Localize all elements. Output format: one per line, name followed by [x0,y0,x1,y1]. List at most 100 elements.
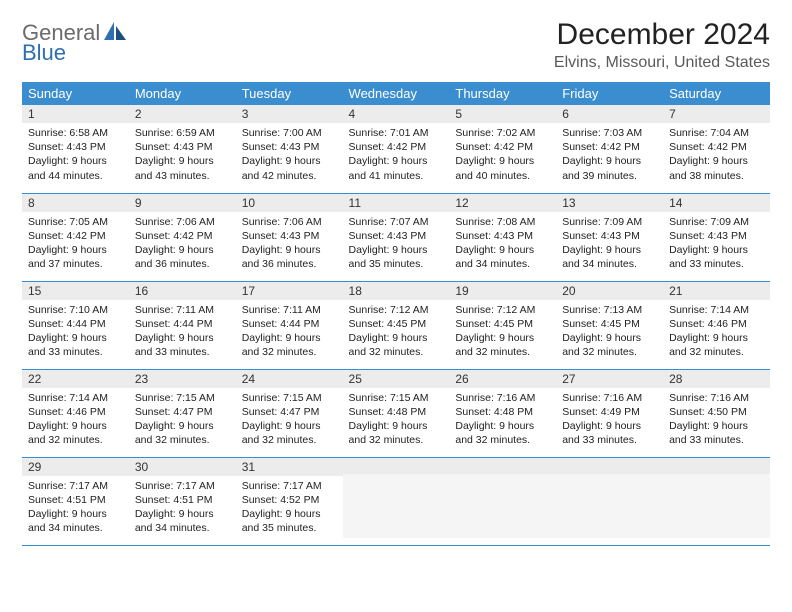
day-line-d1: Daylight: 9 hours [669,154,764,168]
calendar-cell [663,457,770,545]
day-line-d2: and 35 minutes. [349,257,444,271]
day-number: 17 [236,282,343,300]
day-number: 15 [22,282,129,300]
day-number: 12 [449,194,556,212]
day-body: Sunrise: 6:59 AMSunset: 4:43 PMDaylight:… [129,123,236,187]
day-line-sr: Sunrise: 7:00 AM [242,126,337,140]
day-number [663,458,770,474]
day-line-d2: and 32 minutes. [455,345,550,359]
day-header: Tuesday [236,82,343,105]
day-line-d2: and 34 minutes. [28,521,123,535]
day-line-d1: Daylight: 9 hours [28,331,123,345]
day-line-sr: Sunrise: 7:03 AM [562,126,657,140]
day-line-sr: Sunrise: 7:07 AM [349,215,444,229]
day-body: Sunrise: 7:17 AMSunset: 4:51 PMDaylight:… [129,476,236,540]
day-line-d1: Daylight: 9 hours [562,331,657,345]
calendar-cell: 22Sunrise: 7:14 AMSunset: 4:46 PMDayligh… [22,369,129,457]
day-body: Sunrise: 7:09 AMSunset: 4:43 PMDaylight:… [556,212,663,276]
day-body: Sunrise: 7:17 AMSunset: 4:52 PMDaylight:… [236,476,343,540]
day-line-d2: and 33 minutes. [669,257,764,271]
day-line-d1: Daylight: 9 hours [28,154,123,168]
day-number: 1 [22,105,129,123]
day-line-sr: Sunrise: 7:02 AM [455,126,550,140]
day-number [556,458,663,474]
day-number: 13 [556,194,663,212]
day-line-sr: Sunrise: 7:14 AM [669,303,764,317]
day-body: Sunrise: 6:58 AMSunset: 4:43 PMDaylight:… [22,123,129,187]
day-body: Sunrise: 7:04 AMSunset: 4:42 PMDaylight:… [663,123,770,187]
day-line-sr: Sunrise: 7:17 AM [135,479,230,493]
day-line-d2: and 33 minutes. [669,433,764,447]
day-body: Sunrise: 7:11 AMSunset: 4:44 PMDaylight:… [236,300,343,364]
day-line-d2: and 40 minutes. [455,169,550,183]
day-line-d1: Daylight: 9 hours [135,154,230,168]
day-line-d2: and 33 minutes. [135,345,230,359]
day-line-ss: Sunset: 4:49 PM [562,405,657,419]
calendar-cell: 30Sunrise: 7:17 AMSunset: 4:51 PMDayligh… [129,457,236,545]
day-body: Sunrise: 7:15 AMSunset: 4:48 PMDaylight:… [343,388,450,452]
day-body: Sunrise: 7:06 AMSunset: 4:42 PMDaylight:… [129,212,236,276]
day-number [343,458,450,474]
day-number: 29 [22,458,129,476]
calendar-week: 15Sunrise: 7:10 AMSunset: 4:44 PMDayligh… [22,281,770,369]
day-line-ss: Sunset: 4:51 PM [28,493,123,507]
day-line-sr: Sunrise: 7:15 AM [135,391,230,405]
day-line-ss: Sunset: 4:48 PM [455,405,550,419]
day-line-ss: Sunset: 4:42 PM [669,140,764,154]
calendar-cell: 4Sunrise: 7:01 AMSunset: 4:42 PMDaylight… [343,105,450,193]
day-line-d1: Daylight: 9 hours [349,154,444,168]
day-number: 5 [449,105,556,123]
calendar-cell: 24Sunrise: 7:15 AMSunset: 4:47 PMDayligh… [236,369,343,457]
day-body [449,474,556,538]
day-header: Thursday [449,82,556,105]
calendar-cell: 11Sunrise: 7:07 AMSunset: 4:43 PMDayligh… [343,193,450,281]
day-body: Sunrise: 7:13 AMSunset: 4:45 PMDaylight:… [556,300,663,364]
day-number: 19 [449,282,556,300]
day-line-d1: Daylight: 9 hours [242,154,337,168]
calendar-cell: 5 Sunrise: 7:02 AMSunset: 4:42 PMDaylight… [449,105,556,193]
day-line-ss: Sunset: 4:43 PM [242,140,337,154]
day-line-d1: Daylight: 9 hours [562,154,657,168]
calendar-cell: 31Sunrise: 7:17 AMSunset: 4:52 PMDayligh… [236,457,343,545]
day-line-sr: Sunrise: 7:16 AM [455,391,550,405]
day-line-d2: and 32 minutes. [669,345,764,359]
day-line-ss: Sunset: 4:46 PM [28,405,123,419]
day-body: Sunrise: 7:16 AMSunset: 4:49 PMDaylight:… [556,388,663,452]
day-line-d2: and 39 minutes. [562,169,657,183]
calendar-week: 8Sunrise: 7:05 AMSunset: 4:42 PMDaylight… [22,193,770,281]
day-line-sr: Sunrise: 7:15 AM [349,391,444,405]
day-line-d2: and 44 minutes. [28,169,123,183]
day-body [343,474,450,538]
day-line-d1: Daylight: 9 hours [135,419,230,433]
calendar-cell: 18Sunrise: 7:12 AMSunset: 4:45 PMDayligh… [343,281,450,369]
day-line-d2: and 34 minutes. [562,257,657,271]
day-line-ss: Sunset: 4:42 PM [455,140,550,154]
calendar-cell: 9Sunrise: 7:06 AMSunset: 4:42 PMDaylight… [129,193,236,281]
day-body: Sunrise: 7:14 AMSunset: 4:46 PMDaylight:… [22,388,129,452]
calendar-cell: 7Sunrise: 7:04 AMSunset: 4:42 PMDaylight… [663,105,770,193]
day-line-ss: Sunset: 4:43 PM [669,229,764,243]
calendar-cell: 14Sunrise: 7:09 AMSunset: 4:43 PMDayligh… [663,193,770,281]
calendar-page: General Blue December 2024 Elvins, Misso… [0,0,792,564]
day-number: 16 [129,282,236,300]
day-line-d1: Daylight: 9 hours [562,243,657,257]
calendar-cell: 10Sunrise: 7:06 AMSunset: 4:43 PMDayligh… [236,193,343,281]
day-number: 14 [663,194,770,212]
day-line-ss: Sunset: 4:48 PM [349,405,444,419]
day-number: 22 [22,370,129,388]
day-body: Sunrise: 7:09 AMSunset: 4:43 PMDaylight:… [663,212,770,276]
day-line-ss: Sunset: 4:46 PM [669,317,764,331]
day-line-ss: Sunset: 4:43 PM [562,229,657,243]
day-body: Sunrise: 7:12 AMSunset: 4:45 PMDaylight:… [449,300,556,364]
day-line-sr: Sunrise: 7:01 AM [349,126,444,140]
calendar-cell: 16Sunrise: 7:11 AMSunset: 4:44 PMDayligh… [129,281,236,369]
day-line-d1: Daylight: 9 hours [455,243,550,257]
day-number: 4 [343,105,450,123]
day-line-sr: Sunrise: 7:08 AM [455,215,550,229]
calendar-cell: 25Sunrise: 7:15 AMSunset: 4:48 PMDayligh… [343,369,450,457]
day-body: Sunrise: 7:01 AMSunset: 4:42 PMDaylight:… [343,123,450,187]
day-line-ss: Sunset: 4:42 PM [349,140,444,154]
calendar-cell [556,457,663,545]
day-line-d1: Daylight: 9 hours [455,154,550,168]
day-line-sr: Sunrise: 7:09 AM [669,215,764,229]
